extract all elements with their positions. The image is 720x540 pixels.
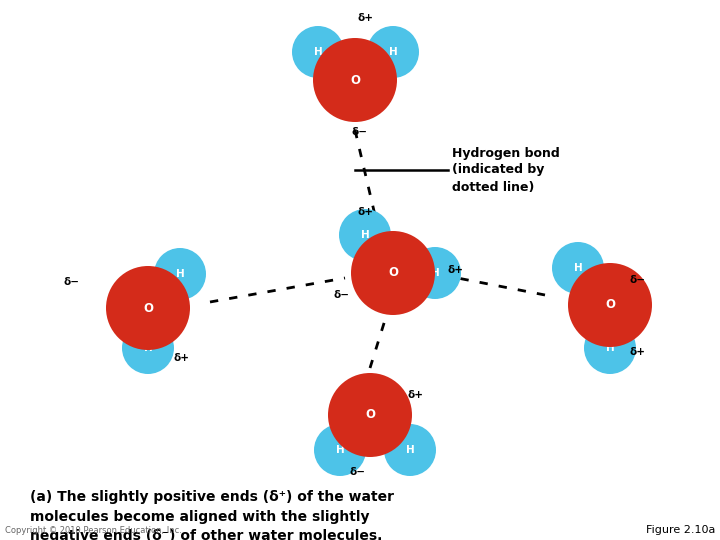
Text: O: O	[388, 267, 398, 280]
Circle shape	[314, 424, 366, 476]
Text: δ−: δ−	[352, 127, 368, 137]
Text: O: O	[365, 408, 375, 422]
Circle shape	[154, 248, 206, 300]
Text: H: H	[336, 445, 344, 455]
Text: δ+: δ+	[407, 390, 423, 400]
Circle shape	[584, 322, 636, 374]
Text: δ+: δ+	[174, 353, 190, 363]
Text: δ−: δ−	[64, 277, 80, 287]
Text: H: H	[574, 263, 582, 273]
Circle shape	[106, 266, 190, 350]
Text: (a) The slightly positive ends (δ⁺) of the water
molecules become aligned with t: (a) The slightly positive ends (δ⁺) of t…	[30, 490, 394, 540]
Circle shape	[313, 38, 397, 122]
Text: δ−: δ−	[630, 275, 646, 285]
Circle shape	[384, 424, 436, 476]
Text: H: H	[314, 47, 323, 57]
Circle shape	[339, 209, 391, 261]
Text: O: O	[350, 73, 360, 86]
Text: H: H	[389, 47, 397, 57]
Circle shape	[367, 26, 419, 78]
Text: δ+: δ+	[630, 347, 646, 357]
Text: H: H	[176, 269, 184, 279]
Text: δ−: δ−	[350, 467, 366, 477]
Text: H: H	[143, 343, 153, 353]
Text: O: O	[143, 301, 153, 314]
Text: H: H	[405, 445, 415, 455]
Text: H: H	[361, 230, 369, 240]
Circle shape	[351, 231, 435, 315]
Text: H: H	[431, 268, 439, 278]
Circle shape	[122, 322, 174, 374]
Text: H: H	[606, 343, 614, 353]
Text: O: O	[605, 299, 615, 312]
Text: Hydrogen bond
(indicated by
dotted line): Hydrogen bond (indicated by dotted line)	[452, 146, 559, 193]
Text: δ+: δ+	[357, 13, 373, 23]
Circle shape	[292, 26, 344, 78]
Circle shape	[568, 263, 652, 347]
Text: Figure 2.10a: Figure 2.10a	[646, 525, 715, 535]
Circle shape	[409, 247, 461, 299]
Text: δ+: δ+	[447, 265, 463, 275]
Circle shape	[552, 242, 604, 294]
Text: δ−: δ−	[334, 290, 350, 300]
Text: Copyright © 2010 Pearson Education, Inc.: Copyright © 2010 Pearson Education, Inc.	[5, 526, 182, 535]
Text: δ+: δ+	[357, 207, 373, 217]
Circle shape	[328, 373, 412, 457]
